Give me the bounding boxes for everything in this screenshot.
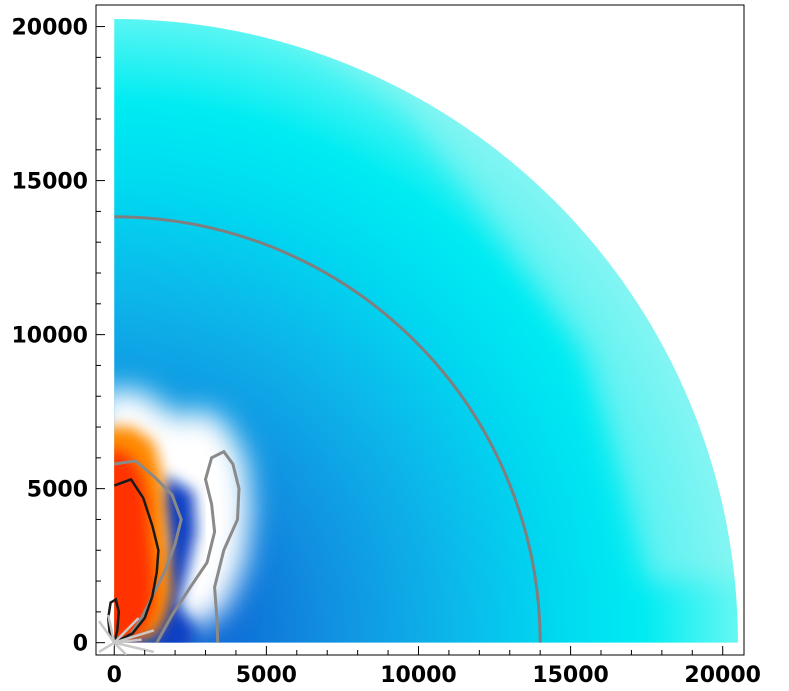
- x-tick-label: 5000: [236, 663, 297, 688]
- origin-contour-stroke: [113, 641, 128, 655]
- y-tick-label: 15000: [11, 170, 88, 195]
- contour-gray-inner: [113, 459, 183, 645]
- origin-contour-stroke: [113, 629, 155, 644]
- contour-gray-outer: [155, 449, 241, 644]
- origin-contour-stroke: [106, 614, 116, 643]
- contour-black-line: [113, 477, 160, 644]
- origin-star-contours: [98, 614, 155, 655]
- contour-black-loop: [106, 597, 121, 647]
- origin-contour-stroke: [98, 620, 116, 644]
- y-axis-ticks: 0 5000 10000 15000 20000: [11, 16, 105, 657]
- x-axis-ticks: 0 5000 10000 15000 20000: [107, 646, 761, 688]
- x-tick-label: 0: [107, 663, 122, 688]
- domain-disk: [114, 19, 738, 643]
- origin-contour-stroke: [114, 638, 142, 644]
- y-tick-label: 20000: [11, 16, 88, 41]
- red-core-region: [114, 448, 154, 643]
- x-tick-label: 10000: [380, 663, 457, 688]
- x-tick-label: 15000: [532, 663, 609, 688]
- origin-contour-stroke: [98, 641, 115, 653]
- contour-circle: [114, 215, 542, 643]
- origin-contour-stroke: [113, 641, 155, 654]
- y-tick-label: 0: [73, 632, 88, 657]
- y-tick-label: 5000: [27, 478, 88, 503]
- y-tick-label: 10000: [11, 324, 88, 349]
- origin-contour-stroke: [113, 617, 140, 644]
- x-tick-label: 20000: [684, 663, 761, 688]
